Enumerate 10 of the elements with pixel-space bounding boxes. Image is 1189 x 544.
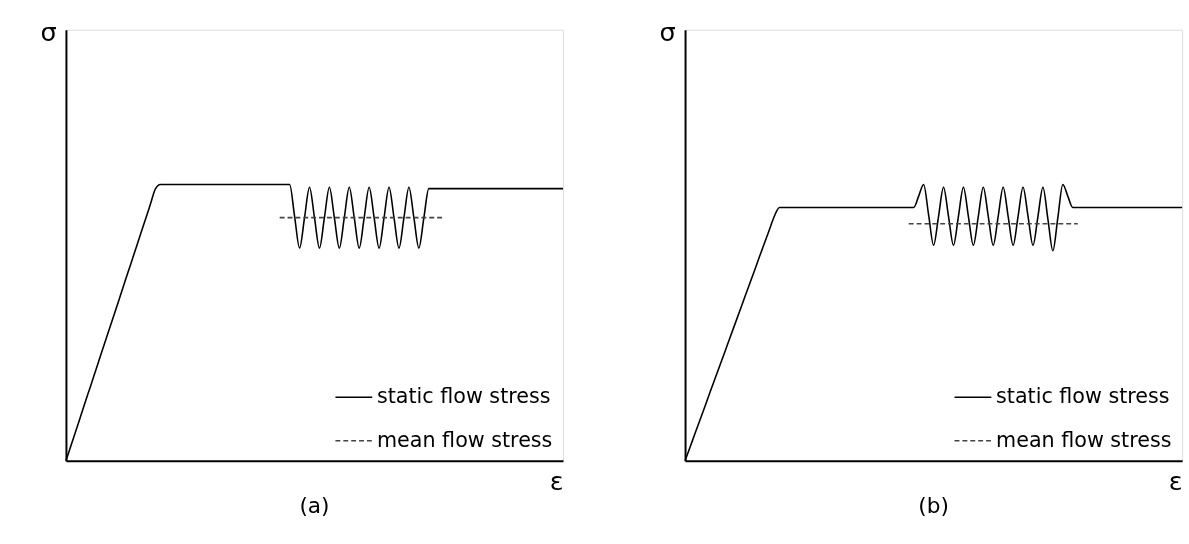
text: (b) — [918, 493, 949, 519]
legend-label: static flow stress — [996, 384, 1170, 409]
text: (a) — [299, 493, 330, 519]
x-axis-title: ε — [1168, 465, 1183, 496]
y-axis-title: σ — [40, 17, 57, 48]
legend-label: mean flow stress — [996, 427, 1172, 452]
y-axis-title: σ — [659, 17, 676, 48]
x-axis-title: ε — [549, 465, 564, 496]
legend-label: static flow stress — [376, 384, 551, 409]
legend-label: mean flow stress — [376, 427, 553, 452]
